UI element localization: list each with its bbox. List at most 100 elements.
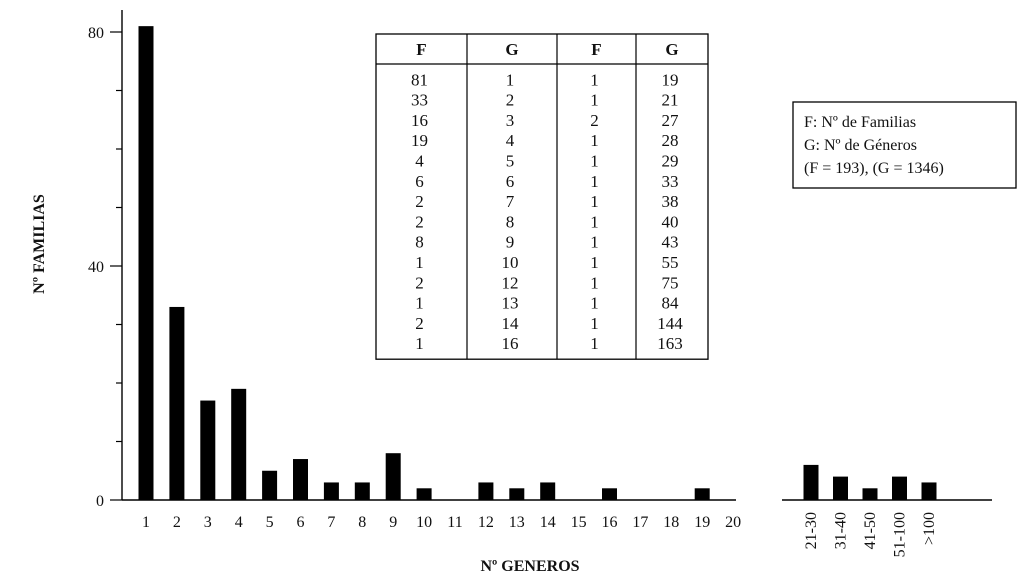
bar-12 [478,482,494,500]
x-tick-label: 1 [142,514,150,531]
bar-3 [200,400,216,500]
table-cell: 33 [662,172,679,191]
x-range-tick-label: >100 [921,512,938,545]
x-range-tick-label: 51-100 [892,512,909,557]
table-header-cell: F [416,40,426,59]
table-cell: 1 [590,314,599,333]
legend-box [792,101,1017,189]
bar-range-4 [892,476,907,500]
x-tick-label: 7 [327,514,335,531]
table-cell: 1 [590,253,599,272]
table-cell: 1 [415,294,424,313]
table-cell: 7 [506,192,515,211]
table-cell: 40 [662,212,679,231]
x-tick-label: 13 [509,514,525,531]
bar-13 [509,488,525,500]
table-cell: 1 [590,152,599,171]
bar-range-5 [921,482,937,500]
x-tick-label: 9 [389,514,397,531]
bar-14 [540,482,556,500]
x-tick-label: 3 [204,514,212,531]
x-tick-label: 18 [663,514,679,531]
table-cell: 1 [590,294,599,313]
x-tick-label: 15 [571,514,587,531]
table-cell: 27 [662,111,680,130]
table-cell: 75 [662,273,679,292]
table-cell: 163 [657,334,683,353]
table-cell: 8 [415,233,424,252]
x-tick-label: 20 [725,514,741,531]
table-cell: 1 [590,192,599,211]
bar-9 [385,453,401,500]
table-header-cell: F [591,40,601,59]
bar-range-2 [833,476,848,500]
table-cell: 1 [590,131,599,150]
bar-range-3 [862,488,878,500]
x-tick-label: 16 [602,514,618,531]
x-range-tick-label: 21-30 [803,512,820,549]
bar-7 [323,482,339,500]
bar-5 [262,470,278,500]
table-cell: 1 [590,91,599,110]
table-cell: 16 [502,334,519,353]
x-tick-label: 6 [297,514,305,531]
x-axis-title: Nº GENEROS [480,558,579,575]
table-cell: 2 [590,111,599,130]
table-cell: 2 [415,273,424,292]
bar-6 [293,459,308,500]
bar-range-1 [803,464,819,500]
table-cell: 6 [415,172,424,191]
table-cell: 1 [590,334,599,353]
bar-19 [694,488,710,500]
table-cell: 33 [411,91,428,110]
table-cell: 81 [411,70,428,89]
table-cell: 1 [506,70,515,89]
table-cell: 6 [506,172,515,191]
table-cell: 1 [415,253,424,272]
table-cell: 21 [662,91,679,110]
table-cell: 55 [662,253,679,272]
bar-2 [169,306,185,500]
table-cell: 43 [662,233,679,252]
table-cell: 12 [502,273,519,292]
bars [138,26,937,501]
x-tick-label: 4 [235,514,243,531]
bar-10 [416,488,432,500]
table-cell: 3 [506,111,515,130]
table-cell: 38 [662,192,679,211]
table-cell: 1 [590,172,599,191]
bar-1 [138,26,154,501]
table-cell: 28 [662,131,679,150]
table-cell: 1 [590,212,599,231]
legend-line-3: (F = 193), (G = 1346) [804,160,944,177]
legend: F: Nº de Familias G: Nº de Géneros (F = … [792,101,1017,189]
table-cell: 2 [415,192,424,211]
table-cell: 1 [590,273,599,292]
x-tick-label: 17 [632,514,648,531]
table-cell: 19 [411,131,428,150]
x-tick-label: 8 [358,514,366,531]
table-cell: 8 [506,212,515,231]
y-tick-label: 40 [88,259,104,276]
y-tick-label: 80 [88,25,104,42]
table-cell: 29 [662,152,679,171]
table-cell: 9 [506,233,515,252]
bar-16 [602,488,617,500]
table-cell: 1 [590,233,599,252]
x-tick-label: 12 [478,514,494,531]
x-range-tick-label: 41-50 [862,512,879,549]
table-cell: 2 [415,212,424,231]
y-axis-title: Nº FAMILIAS [31,194,48,294]
table-header-cell: G [665,40,678,59]
bar-8 [354,482,370,500]
table-border [375,33,709,360]
x-tick-label: 10 [416,514,432,531]
table-cell: 2 [415,314,424,333]
table-cell: 84 [662,294,680,313]
x-range-tick-label: 31-40 [833,512,850,549]
y-tick-label: 0 [96,493,104,510]
table-cell: 10 [502,253,519,272]
